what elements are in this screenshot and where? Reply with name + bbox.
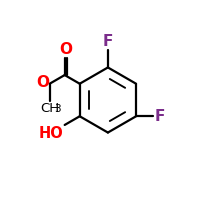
Text: HO: HO	[39, 126, 64, 141]
Text: O: O	[36, 75, 49, 90]
Text: F: F	[103, 34, 113, 49]
Text: F: F	[154, 109, 165, 124]
Text: O: O	[59, 42, 72, 57]
Text: CH: CH	[40, 102, 59, 115]
Text: 3: 3	[54, 104, 61, 114]
